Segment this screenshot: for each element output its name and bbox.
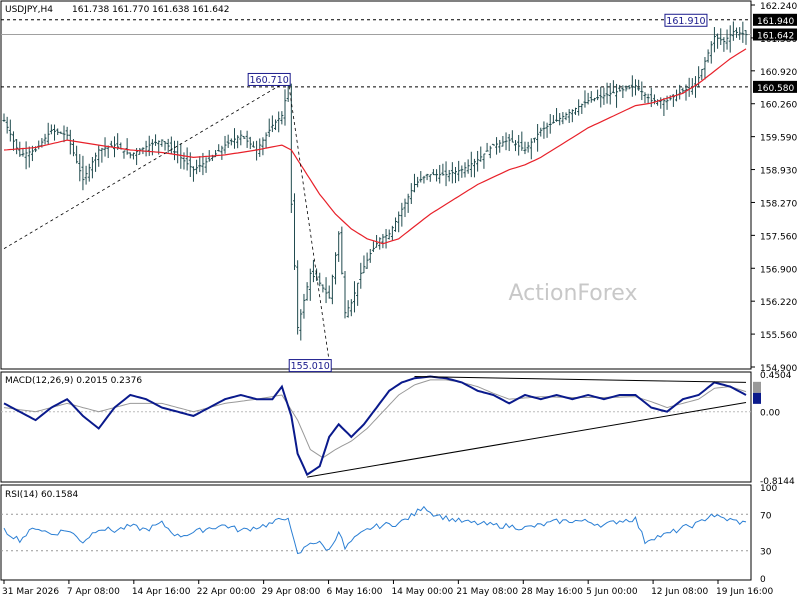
x-tick-label: 22 Apr 00:00 — [197, 587, 256, 597]
macd-tick-label: 0.4504 — [760, 371, 792, 381]
moving-average-line — [3, 48, 747, 245]
x-tick-label: 21 May 08:00 — [456, 587, 518, 597]
y-tick-label: 160.260 — [760, 101, 797, 111]
macd-signal-line — [3, 379, 747, 459]
chart-ohlc: 161.738 161.770 161.638 161.642 — [72, 5, 229, 15]
y-tick-label: 156.220 — [760, 298, 797, 308]
macd-panel-frame — [0, 371, 752, 483]
x-tick-label: 28 May 16:00 — [521, 587, 583, 597]
x-tick-label: 19 Jun 16:00 — [716, 587, 773, 597]
chart-symbol: USDJPY,H4 — [5, 5, 53, 15]
annotation-box — [288, 359, 332, 373]
macd-tag — [753, 381, 761, 393]
x-tick-label: 31 Mar 2026 — [2, 587, 59, 597]
annotation-box — [247, 72, 291, 86]
rsi-line — [3, 505, 747, 555]
y-tick-label: 158.270 — [760, 199, 797, 209]
price-tag — [753, 28, 797, 41]
y-tick-label: 158.930 — [760, 167, 797, 177]
x-tick-label: 29 Apr 08:00 — [262, 587, 321, 597]
price-tag — [753, 80, 797, 93]
price-layer: 161.910 160.710 155.010 — [1, 13, 751, 373]
y-tick-label: 157.560 — [760, 232, 797, 242]
axis-layer: 162.240161.580160.920160.260159.590158.9… — [2, 2, 797, 597]
rsi-title: RSI(14) 60.1584 — [5, 490, 78, 500]
macd-tag — [753, 392, 761, 404]
x-tick-label: 5 Jun 00:00 — [586, 587, 638, 597]
macd-trendline — [414, 376, 747, 383]
macd-layer — [1, 375, 751, 478]
macd-title: MACD(12,26,9) 0.2015 0.2376 — [5, 376, 142, 386]
macd-line — [3, 375, 747, 477]
watermark: ActionForex — [509, 281, 638, 306]
y-tick-label: 160.920 — [760, 68, 797, 78]
rsi-panel-frame — [0, 484, 752, 581]
price-tag-label: 161.642 — [757, 31, 794, 41]
rsi-tick-label: 70 — [760, 511, 772, 521]
rsi-tick-label: 30 — [760, 548, 772, 558]
price-panel-frame — [0, 0, 752, 370]
annotation-label: 160.710 — [250, 75, 289, 86]
rsi-tick-label: 100 — [760, 484, 777, 494]
annotation-label: 155.010 — [291, 361, 330, 372]
rsi-layer — [1, 505, 751, 555]
y-tick-label: 159.590 — [760, 134, 797, 144]
trendline-dashed — [3, 80, 289, 249]
annotation-label: 161.910 — [666, 16, 705, 27]
price-tag — [753, 13, 797, 26]
y-tick-label: 155.560 — [760, 331, 797, 341]
rsi-tick-label: 0 — [760, 575, 766, 585]
annotation-box — [664, 13, 708, 27]
price-tag-label: 161.940 — [757, 17, 794, 27]
y-tick-label: 154.900 — [760, 364, 797, 374]
x-tick-label: 14 Apr 16:00 — [132, 587, 191, 597]
trendline-dashed — [287, 80, 330, 362]
x-tick-label: 6 May 16:00 — [327, 587, 383, 597]
price-tag-label: 160.580 — [757, 84, 794, 94]
x-tick-label: 12 Jun 08:00 — [651, 587, 708, 597]
y-tick-label: 162.240 — [760, 2, 797, 12]
y-tick-label: 156.900 — [760, 265, 797, 275]
macd-tick-label: 0.00 — [760, 409, 780, 419]
macd-tick-label: -0.8144 — [760, 477, 795, 487]
x-tick-label: 14 May 00:00 — [391, 587, 453, 597]
macd-trendline — [307, 402, 747, 478]
x-tick-label: 7 Apr 08:00 — [67, 587, 120, 597]
